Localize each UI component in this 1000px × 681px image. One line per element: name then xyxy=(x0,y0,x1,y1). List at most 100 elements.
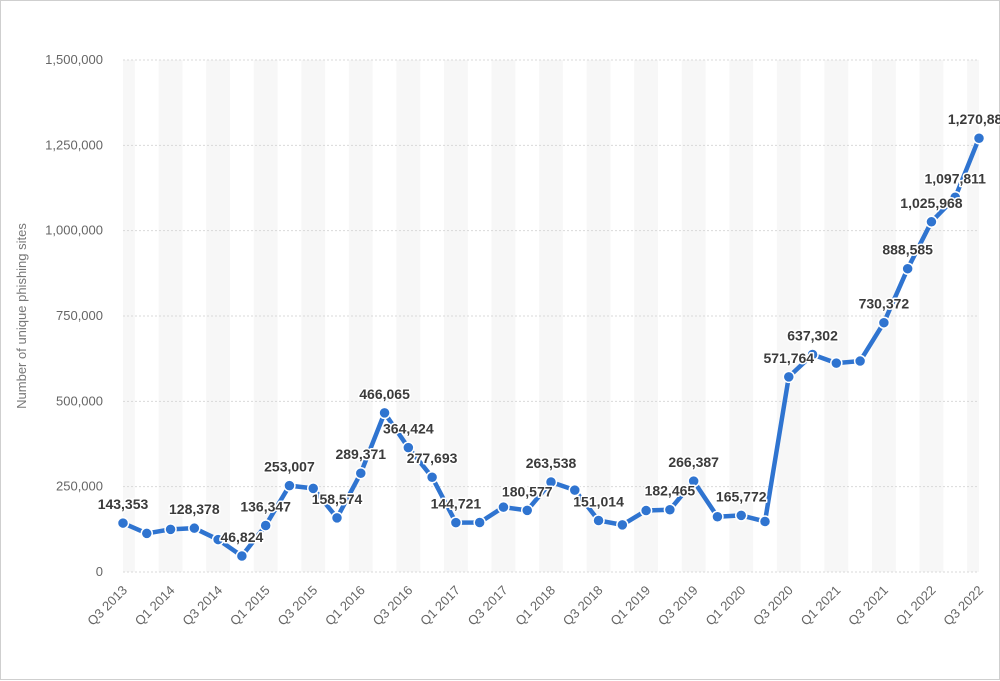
data-point xyxy=(425,470,439,484)
data-point xyxy=(568,483,582,497)
data-label: 364,424 xyxy=(383,421,434,437)
background-band xyxy=(253,60,278,572)
data-point xyxy=(948,191,962,204)
data-point xyxy=(188,521,201,535)
data-label: 136,347 xyxy=(240,498,291,514)
data-label: 158,574 xyxy=(312,491,363,507)
data-label: 637,302 xyxy=(787,327,838,343)
data-point xyxy=(972,131,986,145)
data-label: 466,065 xyxy=(359,386,410,402)
data-point xyxy=(473,516,486,529)
data-label: 46,824 xyxy=(220,529,263,545)
y-tick-label: 250,000 xyxy=(56,479,103,494)
x-tick-label: Q1 2020 xyxy=(702,583,748,629)
x-tick-label: Q3 2013 xyxy=(84,583,130,629)
data-point xyxy=(901,262,914,275)
data-point xyxy=(782,370,796,384)
x-tick-label: Q3 2014 xyxy=(179,583,225,629)
data-point xyxy=(330,511,344,525)
data-label: 888,585 xyxy=(882,242,933,258)
x-tick-label: Q1 2015 xyxy=(227,583,273,629)
data-label: 289,371 xyxy=(335,446,386,462)
data-point xyxy=(354,466,368,480)
data-point xyxy=(164,523,177,536)
y-tick-label: 750,000 xyxy=(56,308,103,323)
data-point xyxy=(711,510,724,523)
background-band xyxy=(967,60,979,572)
data-point xyxy=(592,514,605,527)
data-point xyxy=(497,500,510,514)
data-point xyxy=(639,504,653,517)
data-point xyxy=(211,533,225,546)
data-point xyxy=(259,519,272,532)
data-point xyxy=(306,482,320,495)
x-tick-label: Q1 2022 xyxy=(893,583,939,629)
background-band xyxy=(634,60,658,572)
x-tick-label: Q3 2016 xyxy=(370,583,416,629)
data-label: 1,025,968 xyxy=(900,195,962,211)
data-label: 182,465 xyxy=(645,483,696,499)
data-label: 253,007 xyxy=(264,459,315,475)
data-label: 143,353 xyxy=(98,496,149,512)
data-point xyxy=(925,215,938,229)
x-tick-label: Q3 2021 xyxy=(845,583,891,629)
data-label: 1,270,883 xyxy=(948,111,1000,127)
data-point xyxy=(235,549,249,563)
x-tick-label: Q1 2014 xyxy=(132,583,178,629)
x-tick-label: Q1 2019 xyxy=(607,583,653,629)
data-point xyxy=(806,348,819,361)
x-tick-label: Q3 2022 xyxy=(940,583,986,629)
x-tick-label: Q3 2020 xyxy=(750,583,796,629)
background-band xyxy=(586,60,611,572)
data-point xyxy=(140,527,154,540)
y-axis-ticks: 0 250,000 500,000 750,000 1,000,000 1,250,000… xyxy=(45,52,103,579)
y-tick-label: 0 xyxy=(96,564,103,579)
x-tick-label: Q3 2017 xyxy=(465,583,511,629)
x-tick-label: Q3 2015 xyxy=(274,583,320,629)
data-label: 277,693 xyxy=(407,450,458,466)
x-tick-label: Q1 2017 xyxy=(417,583,463,629)
data-point xyxy=(449,516,463,529)
data-label: 266,387 xyxy=(668,454,719,470)
data-label: 263,538 xyxy=(526,455,577,471)
x-tick-label: Q3 2018 xyxy=(560,583,606,629)
data-label: 165,772 xyxy=(716,488,767,504)
data-label: 144,721 xyxy=(431,496,482,512)
background-band xyxy=(681,60,706,572)
x-tick-label: Q1 2021 xyxy=(798,583,844,629)
data-label: 128,378 xyxy=(169,501,220,517)
data-point xyxy=(378,406,391,420)
data-label: 571,764 xyxy=(763,350,814,366)
data-point xyxy=(616,518,629,532)
data-point xyxy=(402,441,415,454)
x-tick-label: Q3 2019 xyxy=(655,583,701,629)
data-point xyxy=(283,479,296,492)
y-tick-label: 1,500,000 xyxy=(45,52,103,67)
data-point xyxy=(830,356,843,370)
y-axis-label: Number of unique phishing sites xyxy=(14,223,29,409)
data-label: 151,014 xyxy=(573,493,624,509)
x-axis-ticks: Q3 2013 Q1 2014 Q3 2014 Q1 2015 Q3 2015 Q1 20… xyxy=(84,583,986,629)
data-label: 1,097,811 xyxy=(924,170,986,186)
data-point xyxy=(663,503,677,516)
data-points xyxy=(116,131,986,563)
y-tick-label: 500,000 xyxy=(56,393,103,408)
background-band xyxy=(158,60,183,572)
x-tick-label: Q1 2016 xyxy=(322,583,368,629)
background-band xyxy=(301,60,326,572)
data-point xyxy=(116,516,130,530)
y-tick-label: 1,250,000 xyxy=(45,137,103,152)
data-point xyxy=(877,316,891,329)
data-point xyxy=(734,509,748,522)
background-band xyxy=(729,60,754,572)
data-point xyxy=(520,504,534,517)
gridlines xyxy=(123,59,979,573)
data-point xyxy=(687,474,700,488)
data-point xyxy=(544,475,558,489)
data-label: 180,577 xyxy=(502,483,553,499)
data-point xyxy=(853,354,867,368)
background-band xyxy=(206,60,230,572)
